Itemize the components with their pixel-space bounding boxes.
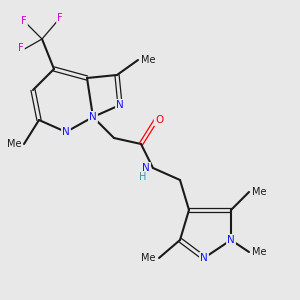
Text: N: N [200,253,208,263]
Text: N: N [62,127,70,137]
Text: H: H [139,172,146,182]
Text: N: N [116,100,124,110]
Text: Me: Me [252,187,266,197]
Text: Me: Me [142,253,156,263]
Text: Me: Me [141,55,155,65]
Text: F: F [57,13,63,23]
Text: Me: Me [252,247,266,257]
Text: N: N [142,163,150,173]
Text: O: O [155,115,163,125]
Text: F: F [18,43,24,53]
Text: F: F [21,16,27,26]
Text: N: N [89,112,97,122]
Text: N: N [227,235,235,245]
Text: Me: Me [7,139,21,149]
